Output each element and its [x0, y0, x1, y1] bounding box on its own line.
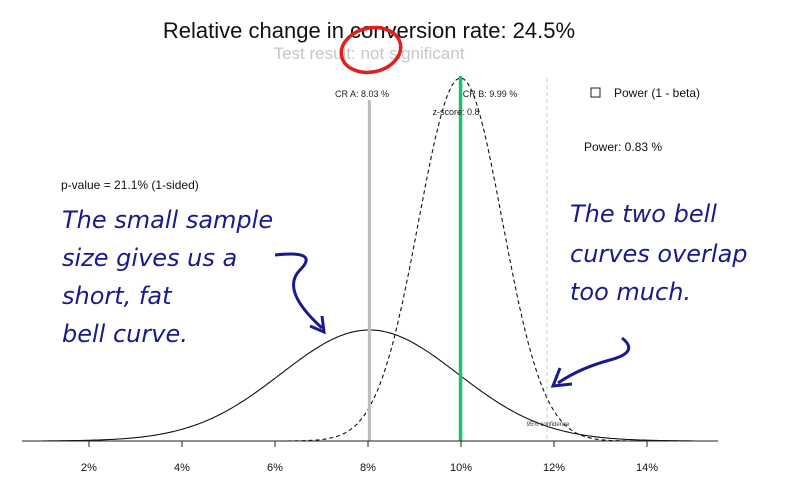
- x-tick-label: 12%: [543, 462, 565, 474]
- right-arrow-icon: [557, 336, 631, 385]
- left-note-line-2: size gives us a: [62, 244, 237, 272]
- x-tick-label: 2%: [81, 462, 97, 474]
- p-value-label: p-value = 21.1% (1-sided): [61, 178, 199, 192]
- x-tick-label: 4%: [174, 462, 190, 474]
- x-tick-label: 8%: [360, 462, 376, 474]
- chart-subtitle: Test result: not significant: [274, 44, 465, 63]
- z-score-label: z-score: 0.8: [432, 107, 479, 117]
- cr-b-label: CR B: 9.99 %: [463, 89, 518, 99]
- legend-box-icon: [590, 87, 601, 98]
- left-arrow-icon: [274, 252, 324, 330]
- left-note-line-1: The small sample: [62, 206, 273, 234]
- right-arrowhead-icon: [550, 367, 573, 388]
- left-note-line-3: short, fat: [62, 282, 173, 310]
- cr-a-label: CR A: 8.03 %: [335, 89, 389, 99]
- left-arrowhead-icon: [309, 315, 326, 335]
- legend-label: Power (1 - beta): [614, 86, 700, 100]
- left-note-line-4: bell curve.: [62, 320, 188, 348]
- x-tick-label: 10%: [450, 462, 472, 474]
- x-tick-label: 6%: [267, 462, 283, 474]
- chart-title: Relative change in conversion rate: 24.5…: [163, 18, 575, 43]
- right-note-line-3: too much.: [570, 278, 691, 306]
- x-tick-label: 14%: [636, 462, 658, 474]
- red-circle-annotation: [339, 25, 403, 75]
- left-annotation: The small sample size gives us a short, …: [62, 206, 273, 348]
- right-note-line-1: The two bell: [570, 200, 717, 228]
- right-annotation: The two bell curves overlap too much.: [570, 200, 748, 306]
- x-ticks: 2% 4% 6% 8% 10% 12% 14%: [81, 441, 658, 474]
- confidence-label: 95% confidence: [527, 422, 570, 428]
- right-note-line-2: curves overlap: [570, 240, 748, 268]
- power-label: Power: 0.83 %: [584, 140, 662, 154]
